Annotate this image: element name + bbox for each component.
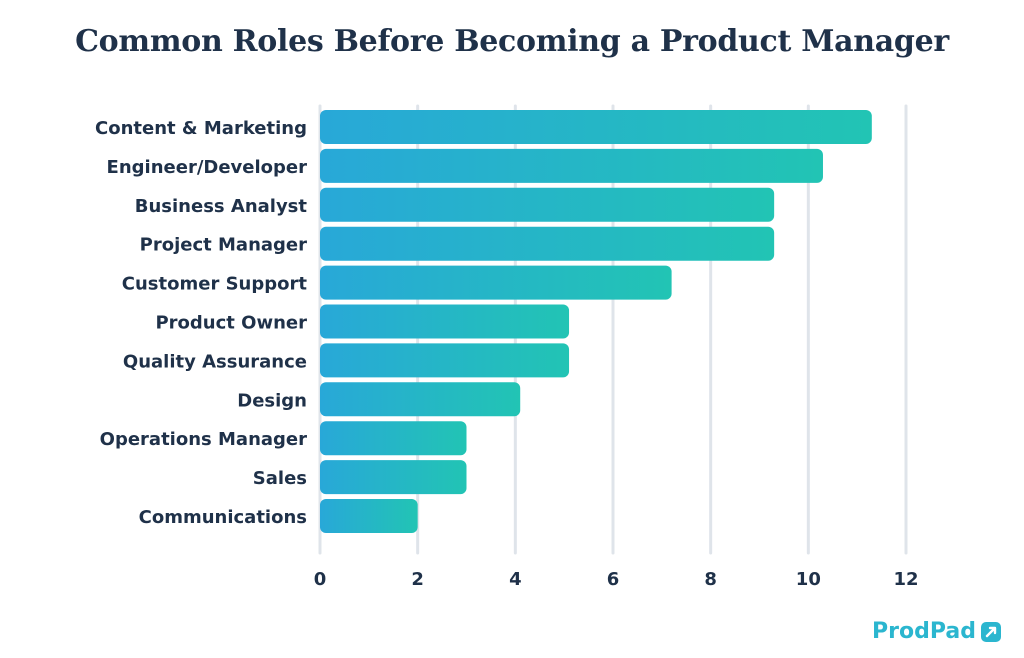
bar: [320, 382, 521, 417]
category-label: Business Analyst: [135, 196, 308, 217]
category-label: Operations Manager: [100, 429, 307, 450]
bar: [320, 343, 570, 378]
bar: [320, 421, 467, 456]
category-label: Quality Assurance: [123, 351, 307, 372]
category-label: Content & Marketing: [95, 118, 307, 139]
x-tick-label: 2: [411, 569, 424, 590]
bar: [320, 187, 775, 222]
chart-title: Common Roles Before Becoming a Product M…: [75, 24, 949, 59]
x-tick-label: 8: [704, 569, 717, 590]
x-tick-label: 6: [607, 569, 620, 590]
x-tick-label: 12: [893, 569, 918, 590]
category-label: Sales: [253, 468, 307, 489]
category-label: Customer Support: [122, 274, 308, 295]
bar: [320, 460, 467, 495]
bar: [320, 304, 570, 339]
brand-logo: ProdPad: [872, 619, 1002, 644]
bar: [320, 265, 672, 300]
x-tick-label: 4: [509, 569, 522, 590]
category-label: Communications: [139, 507, 307, 528]
prodpad-logo-icon: [981, 621, 1001, 642]
x-tick-label: 10: [796, 569, 821, 590]
bar: [320, 226, 775, 261]
bar: [320, 148, 823, 183]
category-label: Product Owner: [155, 313, 307, 334]
bar: [320, 110, 872, 144]
brand-name: ProdPad: [872, 619, 976, 644]
category-label: Design: [237, 390, 307, 411]
category-label: Engineer/Developer: [107, 157, 308, 178]
x-tick-label: 0: [314, 569, 327, 590]
category-label: Project Manager: [140, 235, 307, 256]
bar: [320, 499, 418, 533]
